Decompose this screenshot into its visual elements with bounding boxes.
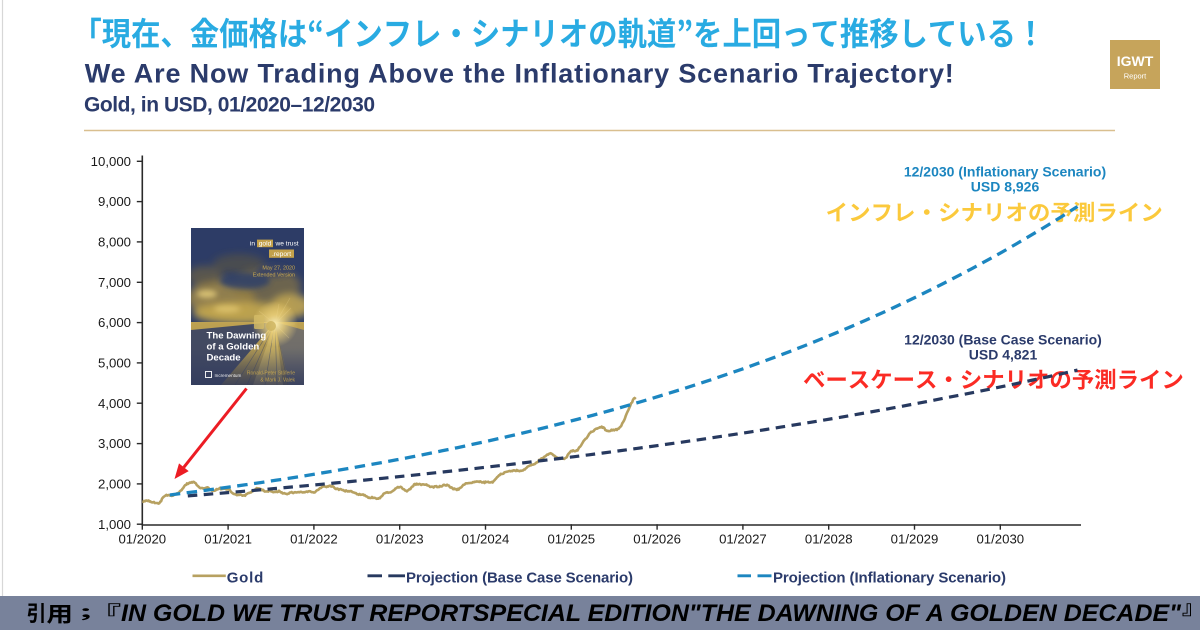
svg-text:12/2030 (Base Case Scenario): 12/2030 (Base Case Scenario) [904, 332, 1102, 348]
svg-text:& Mark J. Valek: & Mark J. Valek [260, 378, 295, 384]
svg-text:Extended Version: Extended Version [253, 273, 295, 279]
svg-text:01/2021: 01/2021 [204, 532, 252, 547]
svg-text:Ronald-Peter Stöferle: Ronald-Peter Stöferle [247, 371, 295, 377]
svg-text:of a Golden: of a Golden [207, 342, 260, 353]
svg-text:01/2020: 01/2020 [118, 532, 166, 547]
svg-text:Projection (Inflationary Scena: Projection (Inflationary Scenario) [773, 569, 1006, 586]
svg-text:9,000: 9,000 [98, 194, 131, 209]
svg-text:USD 8,926: USD 8,926 [971, 179, 1040, 195]
svg-text:10,000: 10,000 [91, 154, 131, 169]
svg-text:3,000: 3,000 [98, 436, 131, 451]
svg-text:6,000: 6,000 [98, 315, 131, 330]
svg-text:Decade: Decade [207, 353, 241, 364]
svg-text:01/2030: 01/2030 [976, 532, 1024, 547]
svg-text:Report: Report [1124, 72, 1147, 81]
svg-text:5,000: 5,000 [98, 356, 131, 371]
svg-text:Gold, in USD, 01/2020–12/2030: Gold, in USD, 01/2020–12/2030 [84, 93, 375, 116]
svg-text:01/2029: 01/2029 [891, 532, 939, 547]
svg-text:The Dawning: The Dawning [207, 331, 267, 342]
svg-text:01/2022: 01/2022 [290, 532, 338, 547]
svg-text:We Are Now Trading Above the I: We Are Now Trading Above the Inflationar… [85, 59, 954, 89]
svg-text:IGWT: IGWT [1117, 53, 1154, 69]
svg-text:1,000: 1,000 [98, 517, 131, 532]
svg-text:01/2026: 01/2026 [633, 532, 681, 547]
svg-text:USD 4,821: USD 4,821 [969, 347, 1038, 363]
svg-text:7,000: 7,000 [98, 275, 131, 290]
svg-text:in: in [250, 241, 255, 248]
svg-text:01/2028: 01/2028 [805, 532, 853, 547]
svg-text:01/2023: 01/2023 [376, 532, 424, 547]
svg-text:gold: gold [259, 241, 272, 248]
svg-text:01/2027: 01/2027 [719, 532, 767, 547]
svg-text:01/2025: 01/2025 [547, 532, 595, 547]
svg-text:12/2030 (Inflationary Scenario: 12/2030 (Inflationary Scenario) [904, 164, 1106, 180]
svg-text:IN GOLD WE TRUST REPORTSPECIAL: IN GOLD WE TRUST REPORTSPECIAL EDITION"T… [121, 600, 1182, 627]
svg-text:Projection (Base Case Scenario: Projection (Base Case Scenario) [406, 569, 633, 586]
svg-text:.report: .report [272, 251, 291, 258]
svg-text:4,000: 4,000 [98, 396, 131, 411]
svg-text:May 27, 2020: May 27, 2020 [262, 266, 295, 272]
svg-text:2,000: 2,000 [98, 477, 131, 492]
svg-text:01/2024: 01/2024 [462, 532, 510, 547]
svg-text:8,000: 8,000 [98, 235, 131, 250]
svg-text:Incrementum: Incrementum [215, 373, 242, 378]
svg-text:we trust: we trust [275, 241, 299, 248]
svg-text:Gold: Gold [227, 569, 264, 586]
